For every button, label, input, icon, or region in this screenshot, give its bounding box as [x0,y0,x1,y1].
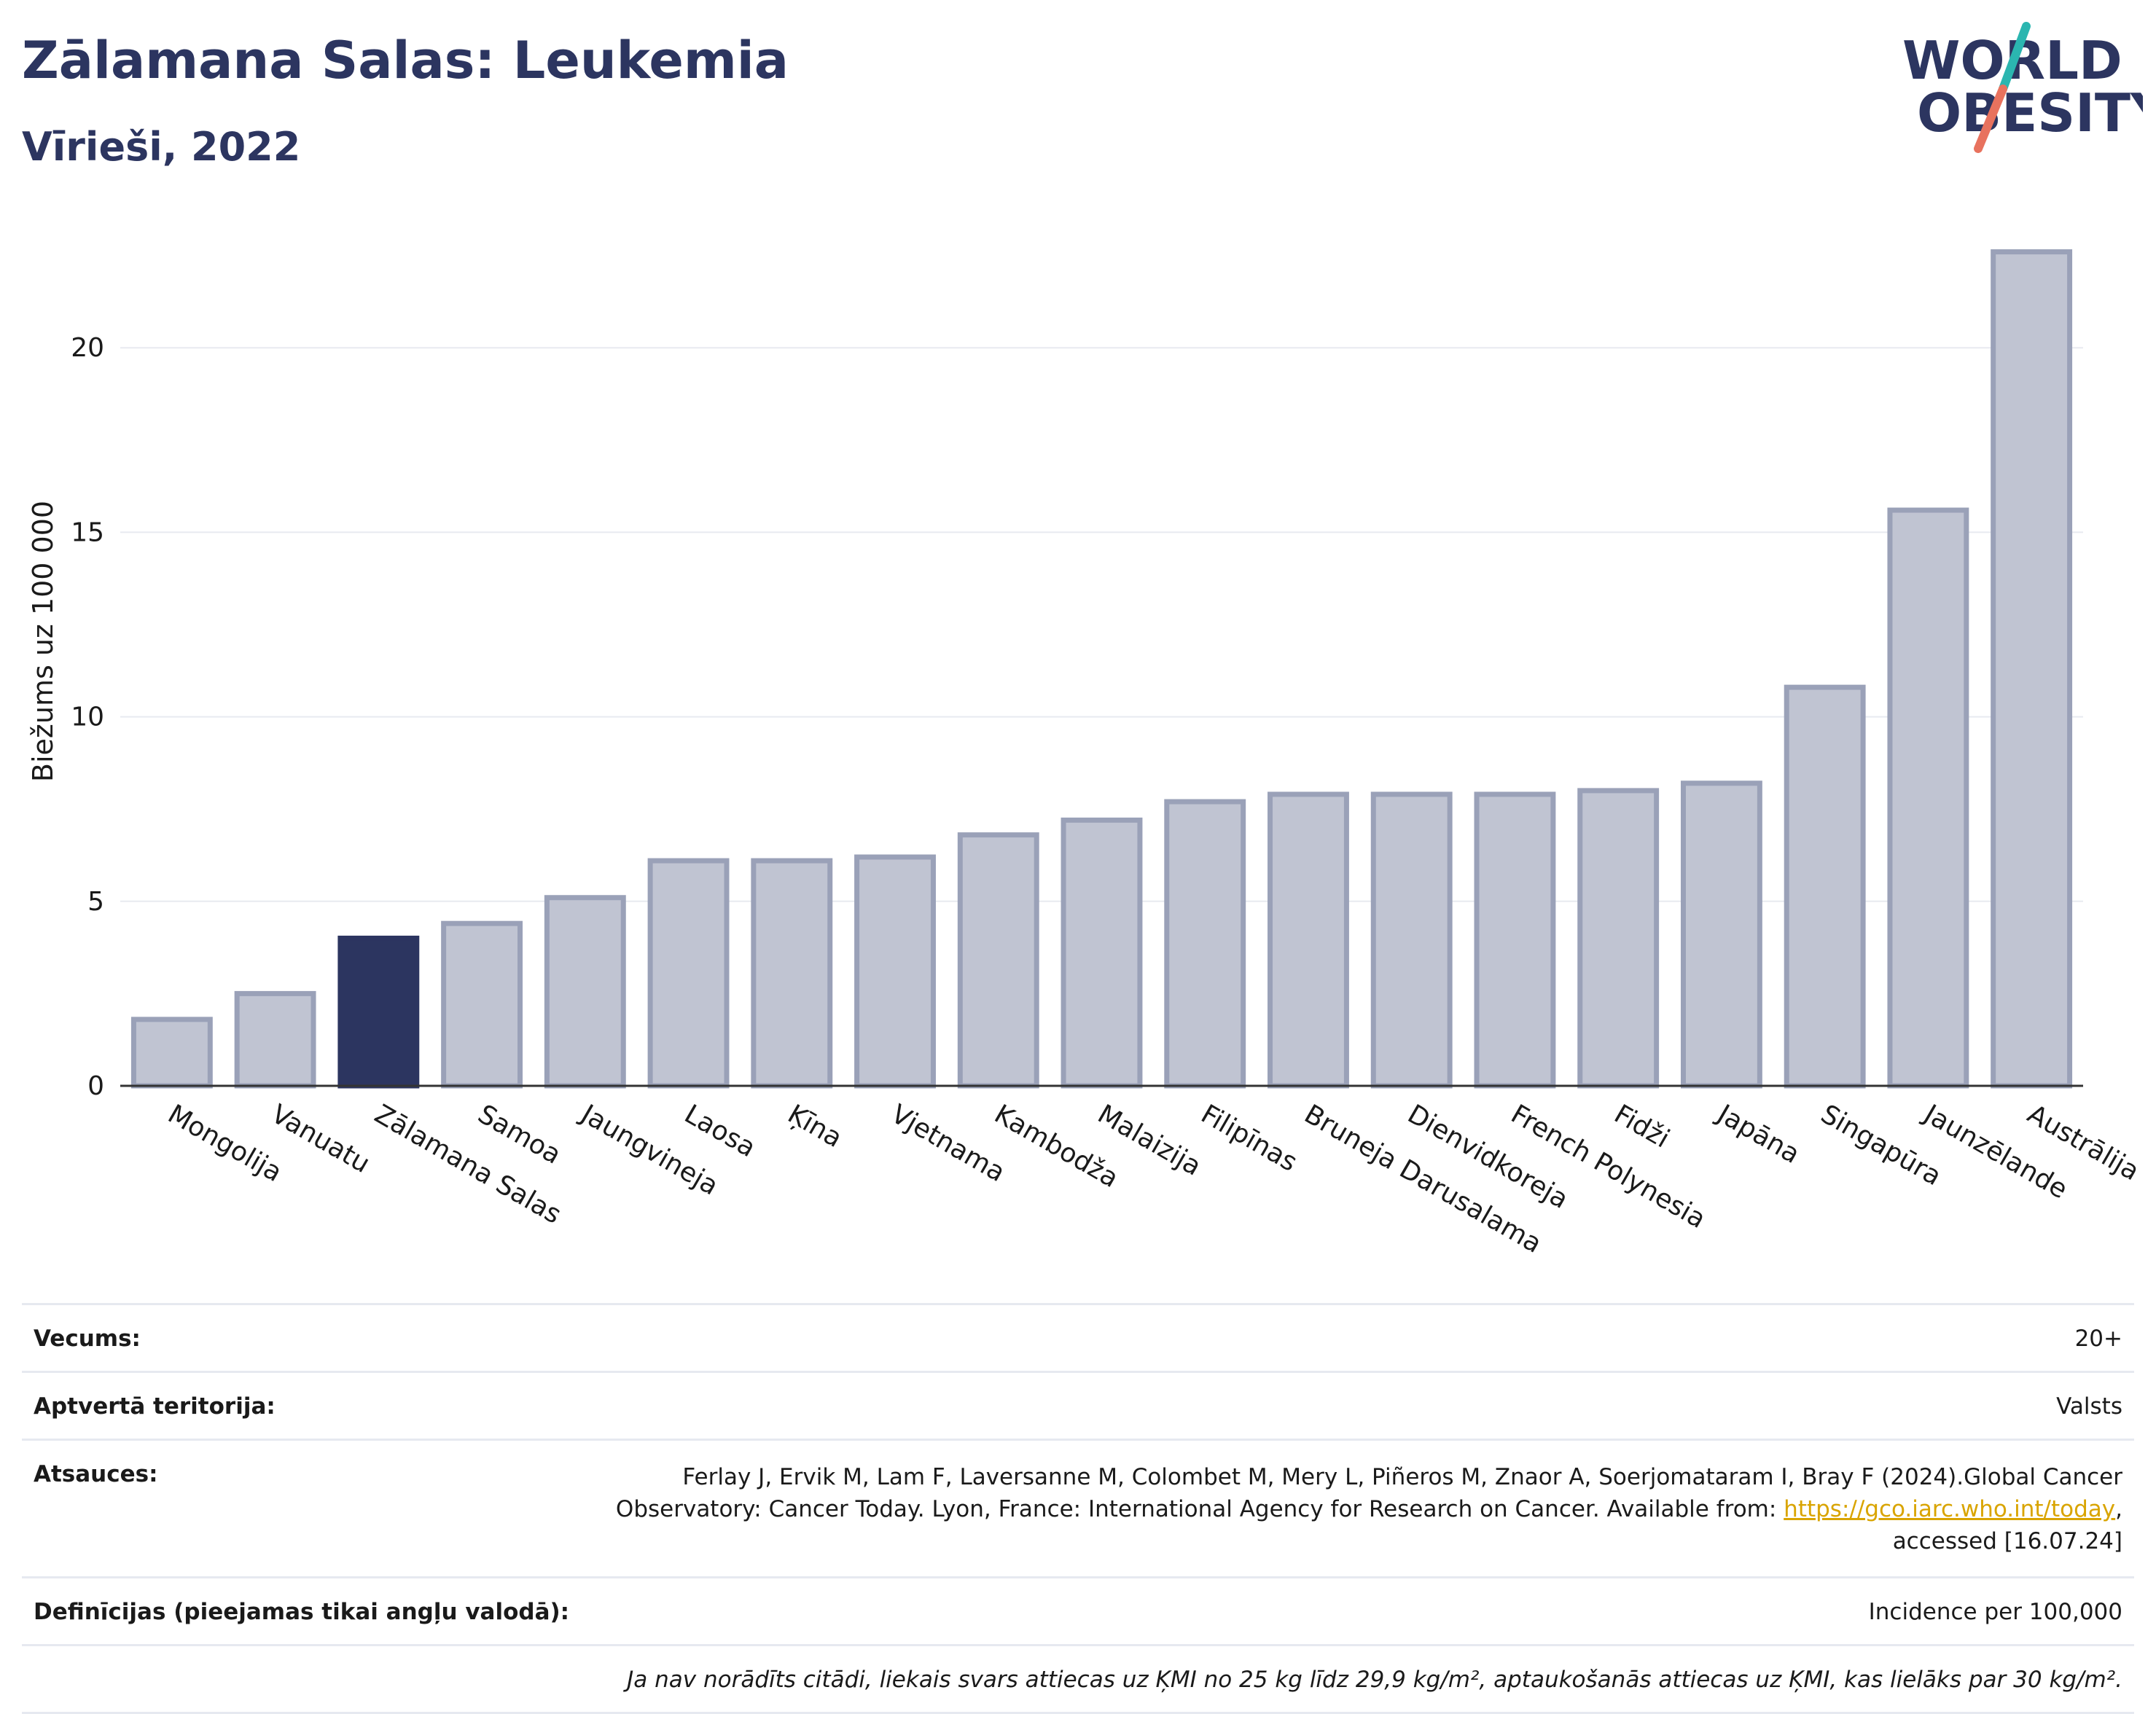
chart-title: Zālamana Salas: Leukemia [22,31,789,90]
y-tick-label: 15 [71,517,104,547]
y-tick-label: 5 [87,887,104,917]
x-tick-label: Laosa [679,1099,760,1163]
info-row-age: Vecums: 20+ [22,1303,2134,1371]
reference-link[interactable]: https://gco.iarc.who.int/today [1784,1496,2116,1522]
bar-8 [957,832,1039,1089]
bar-17 [1887,507,1969,1089]
bar-2 [337,935,420,1089]
bar-3 [441,920,523,1089]
reference-text-end: , accessed [16.07.24] [1892,1496,2122,1554]
info-label-age: Vecums: [34,1326,141,1352]
y-tick-label: 10 [71,703,104,732]
info-value-definitions: Incidence per 100,000 [1868,1599,2122,1625]
bar-9 [1061,817,1143,1089]
bar-11 [1268,791,1349,1089]
footnote: Ja nav norādīts citādi, liekais svars at… [627,1667,2122,1693]
info-row-note: Ja nav norādīts citādi, liekais svars at… [22,1644,2134,1714]
info-value-coverage: Valsts [2056,1393,2122,1420]
info-label-coverage: Aptvertā teritorija: [34,1393,276,1420]
info-label-references: Atsauces: [34,1461,158,1487]
info-row-references: Atsauces: Ferlay J, Ervik M, Lam F, Lave… [22,1439,2134,1576]
info-row-coverage: Aptvertā teritorija: Valsts [22,1371,2134,1439]
x-tick-label: Japāna [1711,1098,1805,1170]
x-tick-label: Fidži [1609,1099,1675,1154]
info-value-age: 20+ [2074,1326,2122,1352]
bar-7 [854,854,936,1089]
info-label-definitions: Definīcijas (pieejamas tikai angļu valod… [34,1599,570,1625]
x-tick-label: Zālamana Salas [370,1099,566,1229]
x-tick-label: Ķīna [783,1099,847,1154]
bar-chart: 0 5 10 15 20 Biežums uz 100 000 MongolijaVan… [27,249,2144,1259]
bar-12 [1370,791,1453,1089]
bar-1 [234,990,316,1089]
info-table: Vecums: 20+ Aptvertā teritorija: Valsts … [22,1303,2134,1714]
world-obesity-logo: WORLD OBESITY [1902,22,2143,153]
x-tick-label: Mongolija [163,1099,286,1188]
y-axis-ticks: 0 5 10 15 20 [71,333,104,1101]
bar-14 [1577,788,1660,1089]
reference-text: Ferlay J, Ervik M, Lam F, Laversanne M, … [615,1464,2122,1522]
bar-16 [1784,684,1866,1089]
bar-4 [544,895,626,1089]
bar-6 [751,858,833,1089]
bar-15 [1680,780,1762,1089]
bar-5 [647,858,730,1089]
bar-0 [130,1017,213,1089]
bar-18 [1991,249,2073,1089]
y-axis-label: Biežums uz 100 000 [27,501,59,782]
bars [130,249,2073,1089]
info-row-definitions: Definīcijas (pieejamas tikai angļu valod… [22,1576,2134,1644]
x-tick-label: Vjetnama [886,1099,1010,1188]
bar-13 [1474,791,1556,1089]
x-tick-label: French Polynesia [1506,1099,1711,1234]
y-tick-label: 0 [87,1071,104,1101]
logo-slash-teal [1999,22,2031,93]
logo-slash-coral [1974,85,2007,153]
logo-line-2: OBESITY [1917,82,2143,144]
bar-10 [1164,799,1246,1089]
y-tick-label: 20 [71,333,104,363]
x-tick-label: Filipīnas [1196,1099,1302,1178]
info-value-references: Ferlay J, Ervik M, Lam F, Laversanne M, … [534,1461,2122,1557]
chart-subtitle: Vīrieši, 2022 [22,124,301,170]
